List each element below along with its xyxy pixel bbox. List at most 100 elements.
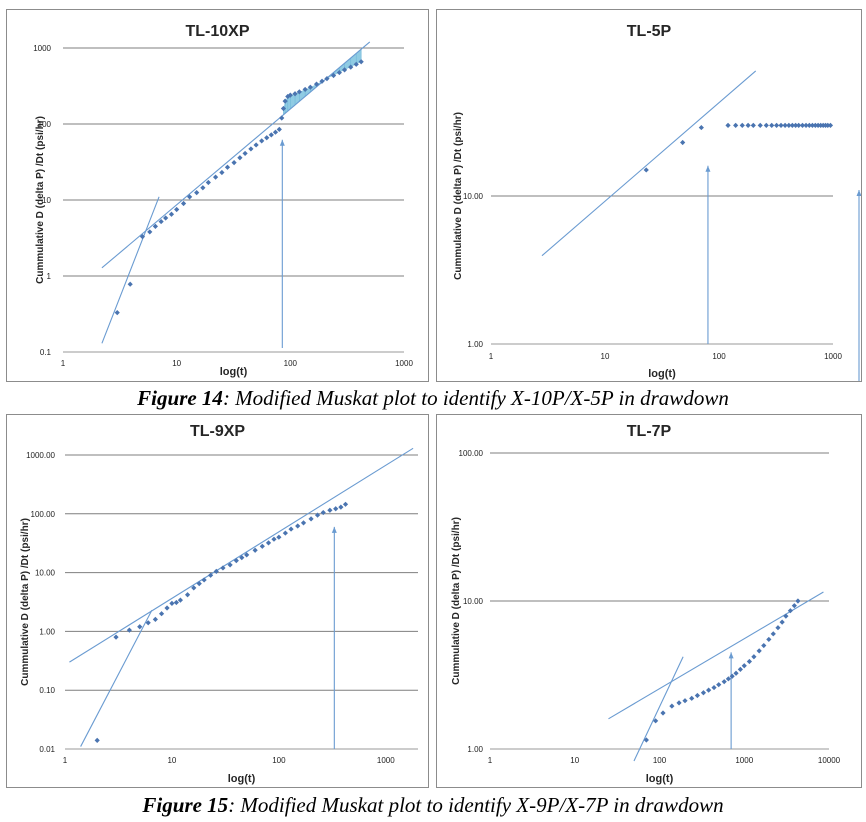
data-point	[313, 81, 320, 87]
data-point	[126, 627, 132, 633]
data-point	[139, 233, 146, 240]
fit-line	[101, 196, 160, 344]
data-point	[302, 86, 308, 93]
y-axis-label: Cummulative D (delta P) /Dt (psi/hr)	[35, 116, 46, 284]
data-point	[786, 122, 792, 128]
data-point	[643, 737, 649, 743]
data-point	[812, 122, 818, 128]
x-tick-label: 1000	[377, 756, 395, 765]
data-point	[694, 692, 700, 699]
y-tick-label: 0.01	[39, 745, 55, 754]
y-tick-label: 10.00	[35, 569, 56, 578]
data-point	[137, 624, 143, 630]
y-tick-label: 100.00	[31, 510, 56, 519]
data-point	[164, 605, 170, 611]
data-point	[761, 642, 767, 649]
data-point	[276, 126, 282, 132]
data-point	[796, 122, 802, 128]
data-point	[799, 122, 806, 128]
data-point	[288, 526, 294, 532]
x-tick-label: 10	[167, 756, 176, 765]
data-point	[815, 122, 821, 128]
data-point	[706, 687, 712, 693]
data-point	[259, 543, 265, 549]
data-point	[769, 122, 775, 128]
marker-arrowhead	[331, 526, 337, 533]
data-point	[725, 676, 731, 682]
y-tick-label: 1	[47, 272, 52, 281]
data-point	[205, 179, 211, 186]
data-point	[239, 554, 245, 561]
x-tick-label: 100	[272, 756, 286, 765]
y-tick-label: 0.10	[39, 686, 55, 695]
y-tick-label: 10	[42, 196, 51, 205]
data-point	[173, 599, 179, 606]
data-point	[113, 634, 119, 640]
data-point	[292, 91, 298, 97]
data-point	[700, 690, 707, 696]
data-point	[319, 78, 325, 84]
data-point	[737, 666, 743, 673]
chart-tl5p: 1.00 10.00 1 10 100 1000 TL-5P log(t) Cummulativ…	[436, 9, 862, 382]
data-point	[827, 122, 834, 128]
data-point	[327, 507, 333, 513]
y-tick-label: 1.00	[467, 340, 483, 349]
data-point	[213, 568, 219, 574]
data-point	[184, 592, 191, 598]
data-point	[348, 64, 354, 70]
figure-14-caption: Figure 14: Modified Muskat plot to ident…	[0, 386, 866, 411]
data-point	[280, 105, 287, 112]
data-point	[676, 700, 682, 706]
data-point	[272, 129, 279, 135]
data-point	[333, 506, 339, 512]
data-point	[282, 98, 288, 104]
data-point	[757, 122, 763, 128]
data-point	[341, 67, 348, 73]
x-axis-label: log(t)	[648, 368, 676, 380]
data-point	[252, 547, 258, 553]
data-point	[242, 150, 248, 157]
chart-title: TL-10XP	[185, 23, 249, 40]
x-axis-label: log(t)	[646, 773, 674, 785]
data-point	[224, 164, 231, 170]
figure-15-label: Figure 15	[142, 793, 229, 817]
data-point	[733, 122, 739, 128]
data-point	[733, 670, 739, 676]
y-tick-label: 10.00	[463, 192, 484, 201]
data-point	[282, 530, 288, 536]
fit-line	[541, 70, 757, 257]
data-point	[795, 598, 801, 604]
data-point	[770, 631, 776, 637]
data-point	[669, 703, 675, 709]
data-point	[180, 200, 187, 207]
data-point	[94, 737, 100, 744]
figure-14-label: Figure 14	[137, 386, 223, 410]
chart-tl7p: 1.00 10.00 100.00 1 10 100 1000 10000 TL-7P log(t…	[436, 414, 862, 788]
data-point	[287, 92, 293, 98]
data-point	[773, 122, 780, 128]
x-tick-label: 1	[489, 352, 494, 361]
data-point	[750, 122, 756, 128]
data-point	[145, 620, 151, 626]
data-point	[643, 167, 649, 173]
data-point	[803, 122, 809, 128]
y-tick-label: 1.00	[467, 745, 483, 754]
x-tick-label: 1000	[395, 359, 413, 368]
x-tick-label: 1000	[735, 756, 753, 765]
data-point	[793, 122, 799, 128]
data-point	[187, 194, 193, 200]
chart-title: TL-5P	[627, 23, 672, 40]
x-tick-label: 10	[601, 352, 610, 361]
data-point	[353, 61, 359, 67]
x-tick-label: 1000	[824, 352, 842, 361]
y-tick-label: 100	[38, 120, 52, 129]
data-point	[741, 663, 747, 669]
data-point	[783, 613, 789, 619]
data-point	[220, 565, 226, 571]
data-point	[763, 122, 769, 128]
data-point	[295, 523, 301, 529]
data-point	[338, 504, 344, 510]
x-axis-label: log(t)	[228, 773, 256, 785]
x-tick-label: 10000	[818, 756, 841, 765]
data-point	[264, 135, 270, 141]
